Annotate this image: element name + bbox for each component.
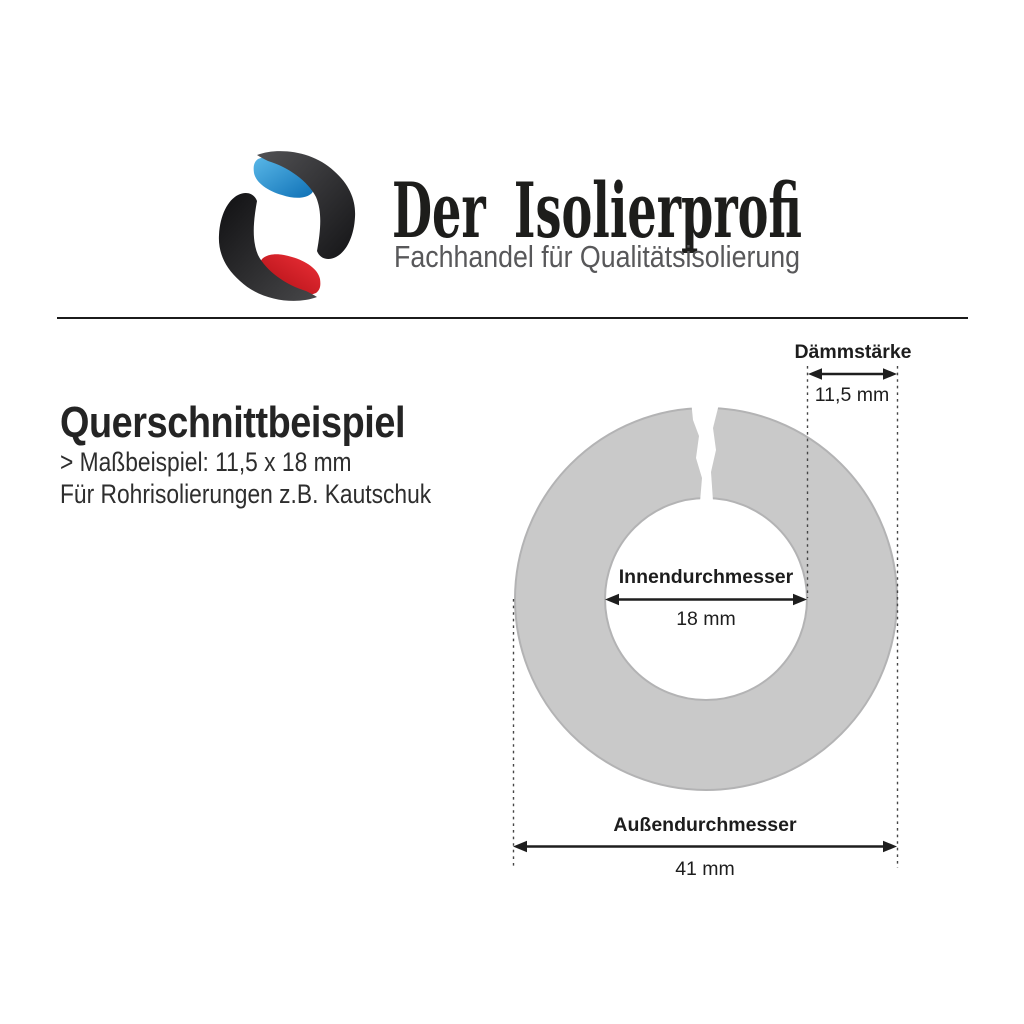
application-line: Für Rohrisolierungen z.B. Kautschuk	[60, 479, 432, 510]
logo-mark-icon	[218, 151, 356, 301]
inner-diameter-arrow	[605, 593, 807, 606]
intro-block: Querschnittbeispiel > Maßbeispiel: 11,5 …	[60, 398, 432, 510]
logo-text: Der Isolierprofi Fachhandel für Qualität…	[392, 166, 802, 274]
dimension-example-line: > Maßbeispiel: 11,5 x 18 mm	[60, 447, 352, 478]
logo-dark-swoosh-top	[257, 151, 356, 259]
thickness-arrow	[808, 368, 897, 380]
header-divider	[57, 317, 968, 320]
logo-title: Der Isolierprofi	[392, 166, 802, 255]
thickness-label: Dämmstärke	[794, 341, 912, 363]
inner-diameter-value: 18 mm	[676, 608, 736, 630]
outer-diameter-value: 41 mm	[675, 858, 735, 880]
section-heading: Querschnittbeispiel	[60, 398, 406, 447]
ring-slit	[691, 400, 720, 502]
thickness-value: 11,5 mm	[814, 384, 890, 406]
logo-subtitle: Fachhandel für Qualitätsisolierung	[394, 239, 800, 274]
logo-dark-swoosh-bottom	[218, 193, 317, 301]
inner-diameter-label: Innendurchmesser	[618, 566, 794, 588]
outer-diameter-label: Außendurchmesser	[613, 814, 797, 836]
outer-diameter-arrow	[513, 840, 897, 853]
